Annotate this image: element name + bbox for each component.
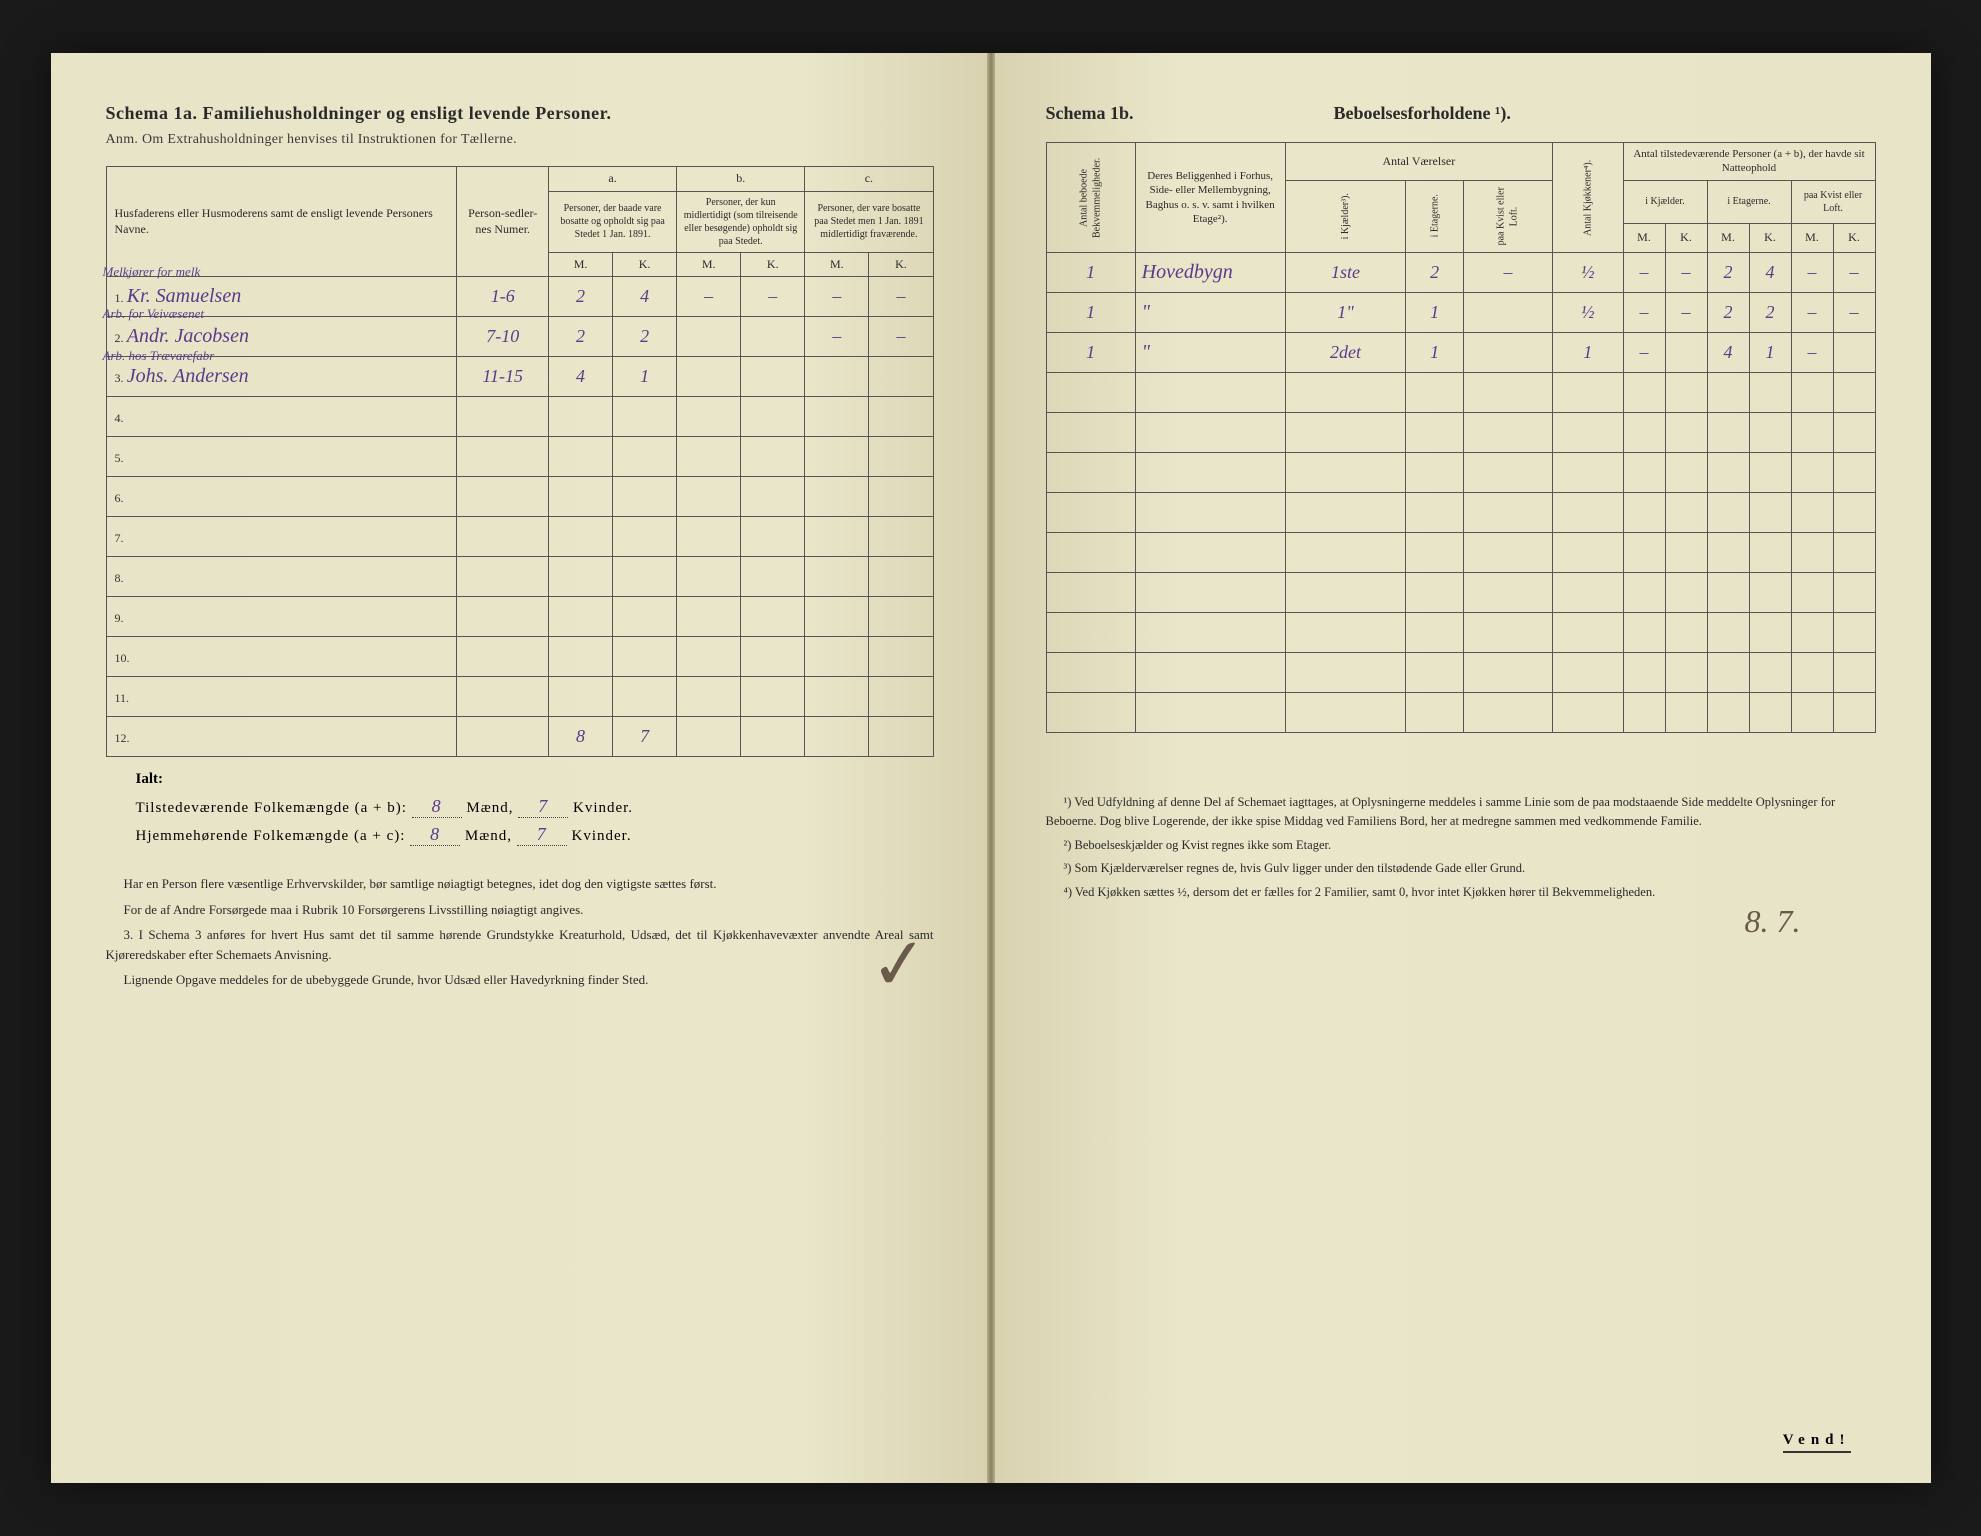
ialt-label: Ialt: [136,771,934,788]
table-row: 8. [106,557,933,597]
col-kjok: Antal Kjøkkener⁴). [1553,143,1623,253]
col-sedler: Person-sedler-nes Numer. [457,167,549,277]
col-b: Personer, der kun midlertidigt (som tilr… [677,191,805,252]
col-pkvist: paa Kvist eller Loft. [1791,180,1875,224]
table-row [1046,613,1875,653]
left-page: Schema 1a. Familiehusholdninger og ensli… [51,53,991,1483]
table-row [1046,573,1875,613]
summary-present: Tilstedeværende Folkemængde (a + b): 8 M… [136,796,934,818]
right-page: Schema 1b. Beboelsesforholdene ¹). Antal… [991,53,1931,1483]
col-bm: M. [677,252,741,277]
col-ietag: i Etagerne. [1707,180,1791,224]
col-names: Husfaderens eller Husmoderens samt de en… [106,167,457,277]
table-row: 7. [106,517,933,557]
table-row [1046,373,1875,413]
col-v-etag: i Etagerne. [1406,180,1464,252]
col-ck: K. [869,252,933,277]
col-v-kvist: paa Kvist eller Loft. [1463,180,1552,252]
right-footnotes: ¹) Ved Udfyldning af denne Del af Schema… [1046,793,1876,902]
left-footer: Har en Person flere væsentlige Erhvervsk… [106,874,934,990]
census-book: Schema 1a. Familiehusholdninger og ensli… [51,53,1931,1483]
table-row: 5. [106,437,933,477]
table-row: 9. [106,597,933,637]
col-bk: K. [741,252,805,277]
table-row: 12. 8 7 [106,717,933,757]
schema-1a-title: Schema 1a. Familiehusholdninger og ensli… [106,103,934,124]
col-bekv: Antal beboede Bekvemmeligheder. [1046,143,1135,253]
col-ikjael: i Kjælder. [1623,180,1707,224]
table-row: 2. Andr. Jacobsen 7-10 2 2 – – [106,317,933,357]
col-a: Personer, der baade vare bosatte og opho… [548,191,676,252]
col-tilst: Antal tilstedeværende Personer (a + b), … [1623,143,1875,181]
table-row [1046,493,1875,533]
schema-1b-title: Schema 1b. Beboelsesforholdene ¹). [1046,103,1876,124]
table-row: 6. [106,477,933,517]
table-row [1046,413,1875,453]
book-spine [987,53,995,1483]
occupation-3: Arb. hos Trævarefabr [103,349,215,362]
schema-1b-table: Antal beboede Bekvemmeligheder. Deres Be… [1046,142,1876,733]
col-belig: Deres Beliggenhed i Forhus, Side- eller … [1135,143,1285,253]
table-row: 11. [106,677,933,717]
schema-1a-subtitle: Anm. Om Extrahusholdninger henvises til … [106,132,934,148]
summary-resident: Hjemmehørende Folkemængde (a + c): 8 Mæn… [136,824,934,846]
vend-label: Vend! [1783,1432,1851,1453]
table-row [1046,653,1875,693]
total-87: 8. 7. [1745,903,1801,940]
col-a-label: a. [548,167,676,192]
occupation-2: Arb. for Veivæsenet [103,307,204,320]
col-am: M. [548,252,612,277]
table-row: 1. Kr. Samuelsen 1-6 2 4 – – – – [106,277,933,317]
occupation-1: Melkjører for melk [103,265,201,278]
table-row: 4. [106,397,933,437]
table-row: 3. Johs. Andersen 11-15 4 1 [106,357,933,397]
col-vaer: Antal Værelser [1285,143,1552,181]
table-row: 1 " 2det 1 1 – 4 1 – [1046,333,1875,373]
checkmark-icon: ✓ [866,921,932,1009]
col-cm: M. [805,252,869,277]
table-row: 1 " 1" 1 ½ – – 2 2 – – [1046,293,1875,333]
table-row: 10. [106,637,933,677]
col-v-kjael: i Kjælder³). [1285,180,1406,252]
col-c: Personer, der vare bosatte paa Stedet me… [805,191,933,252]
col-ak: K. [613,252,677,277]
col-c-label: c. [805,167,933,192]
table-row [1046,453,1875,493]
table-row: 1 Hovedbygn 1ste 2 – ½ – – 2 4 – – [1046,253,1875,293]
table-row [1046,693,1875,733]
table-row [1046,533,1875,573]
col-b-label: b. [677,167,805,192]
schema-1a-table: Husfaderens eller Husmoderens samt de en… [106,166,934,757]
